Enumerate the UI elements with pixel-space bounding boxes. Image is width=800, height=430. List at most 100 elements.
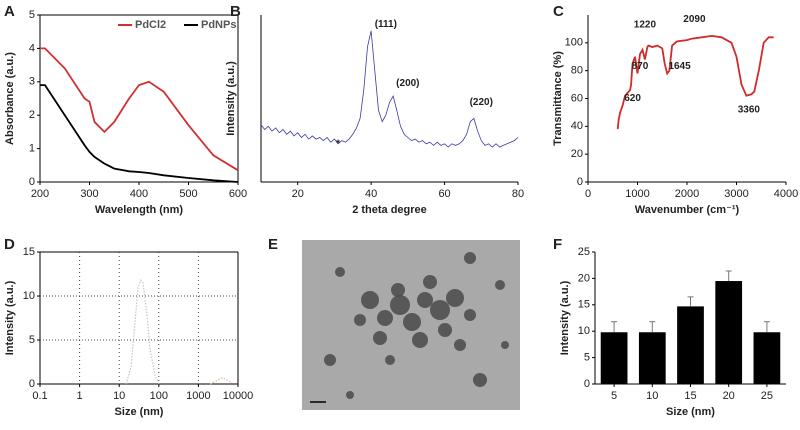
y-tick-label: 0	[584, 378, 590, 390]
panel-label: D	[4, 236, 15, 253]
particle	[464, 252, 476, 264]
annotation: 3360	[738, 104, 761, 115]
x-tick-label: 10	[646, 390, 658, 402]
particle	[324, 354, 336, 366]
particle	[438, 323, 452, 337]
x-tick-label: 0	[585, 188, 591, 200]
annotation: 1220	[634, 19, 657, 30]
particle	[361, 291, 379, 309]
y-tick-label: 4	[29, 42, 35, 54]
x-tick-label: 10	[113, 390, 125, 402]
x-tick-label: 3000	[724, 188, 748, 200]
particle	[391, 283, 405, 297]
y-tick-label: 40	[571, 120, 583, 132]
x-tick-label: 20	[292, 188, 304, 200]
series-line	[40, 47, 239, 172]
x-tick-label: 100	[150, 390, 168, 402]
y-tick-label: 2	[29, 109, 35, 121]
x-tick-label: 5	[611, 390, 617, 402]
annotation: 620	[624, 93, 641, 104]
x-tick-label: 20	[723, 390, 735, 402]
x-tick-label: 1000	[186, 390, 210, 402]
particle	[446, 289, 464, 307]
x-tick-label: 600	[229, 188, 247, 200]
annotation: (220)	[470, 97, 493, 108]
annotation: *	[336, 138, 340, 149]
particle	[373, 331, 387, 345]
panel-label: E	[268, 236, 278, 253]
y-tick-label: 0	[29, 176, 35, 188]
x-axis-label: 2 theta degree	[352, 204, 427, 216]
x-tick-label: 4000	[774, 188, 798, 200]
annotation: 870	[632, 61, 649, 72]
panel-label: A	[4, 3, 15, 20]
particle	[354, 314, 366, 326]
panel-label: B	[230, 3, 241, 20]
x-axis-label: Size (nm)	[666, 406, 715, 418]
particle	[346, 391, 354, 399]
y-tick-label: 3	[29, 76, 35, 88]
y-tick-label: 0	[29, 378, 35, 390]
y-tick-label: 5	[29, 334, 35, 346]
y-axis-label: Absorbance (a.u.)	[4, 52, 16, 145]
y-tick-label: 100	[565, 37, 583, 49]
y-tick-label: 20	[578, 272, 590, 284]
annotation: 1645	[668, 61, 691, 72]
series-line	[210, 377, 233, 385]
x-tick-label: 15	[684, 390, 696, 402]
bar	[600, 332, 628, 384]
series-line	[260, 30, 519, 148]
y-tick-label: 15	[23, 246, 35, 258]
x-tick-label: 1	[77, 390, 83, 402]
y-axis-label: Intensity (a.u.)	[559, 280, 571, 355]
particle	[412, 332, 428, 348]
y-tick-label: 80	[571, 65, 583, 77]
x-tick-label: 10000	[223, 390, 254, 402]
series-line	[616, 34, 774, 130]
series-line	[125, 279, 160, 385]
particle	[454, 339, 466, 351]
x-tick-label: 1000	[625, 188, 649, 200]
particle	[495, 280, 505, 290]
x-tick-label: 40	[365, 188, 377, 200]
y-tick-label: 5	[584, 352, 590, 364]
y-tick-label: 60	[571, 92, 583, 104]
particle	[473, 373, 487, 387]
y-tick-label: 5	[29, 9, 35, 21]
y-axis-label: Intensity (a.u.)	[225, 61, 237, 136]
y-tick-label: 10	[23, 290, 35, 302]
x-tick-label: 2000	[675, 188, 699, 200]
x-tick-label: 200	[31, 188, 49, 200]
x-tick-label: 500	[179, 188, 197, 200]
particle	[403, 313, 421, 331]
y-axis-label: Transmittance (%)	[552, 51, 564, 146]
x-tick-label: 400	[130, 188, 148, 200]
particle	[390, 295, 410, 315]
particle	[501, 341, 509, 349]
panel-label: F	[553, 236, 562, 253]
x-tick-label: 60	[438, 188, 450, 200]
x-tick-label: 25	[761, 390, 773, 402]
y-tick-label: 10	[578, 325, 590, 337]
y-tick-label: 20	[571, 148, 583, 160]
particle	[417, 292, 433, 308]
series-line	[40, 84, 239, 183]
x-axis-label: Wavenumber (cm⁻¹)	[635, 204, 740, 216]
x-tick-label: 300	[80, 188, 98, 200]
bar	[715, 281, 743, 384]
particle	[430, 300, 450, 320]
annotation: (111)	[375, 19, 397, 30]
legend-label: PdNPs	[201, 19, 236, 31]
particle	[385, 355, 395, 365]
x-tick-label: 80	[512, 188, 524, 200]
y-tick-label: 1	[29, 143, 35, 155]
particle	[377, 310, 393, 326]
annotation: 2090	[683, 14, 706, 25]
particle	[423, 275, 437, 289]
bar	[638, 332, 666, 384]
bar	[753, 332, 781, 384]
x-tick-label: 0.1	[32, 390, 47, 402]
annotation: (200)	[396, 78, 419, 89]
y-axis-label: Intensity (a.u.)	[4, 280, 16, 355]
